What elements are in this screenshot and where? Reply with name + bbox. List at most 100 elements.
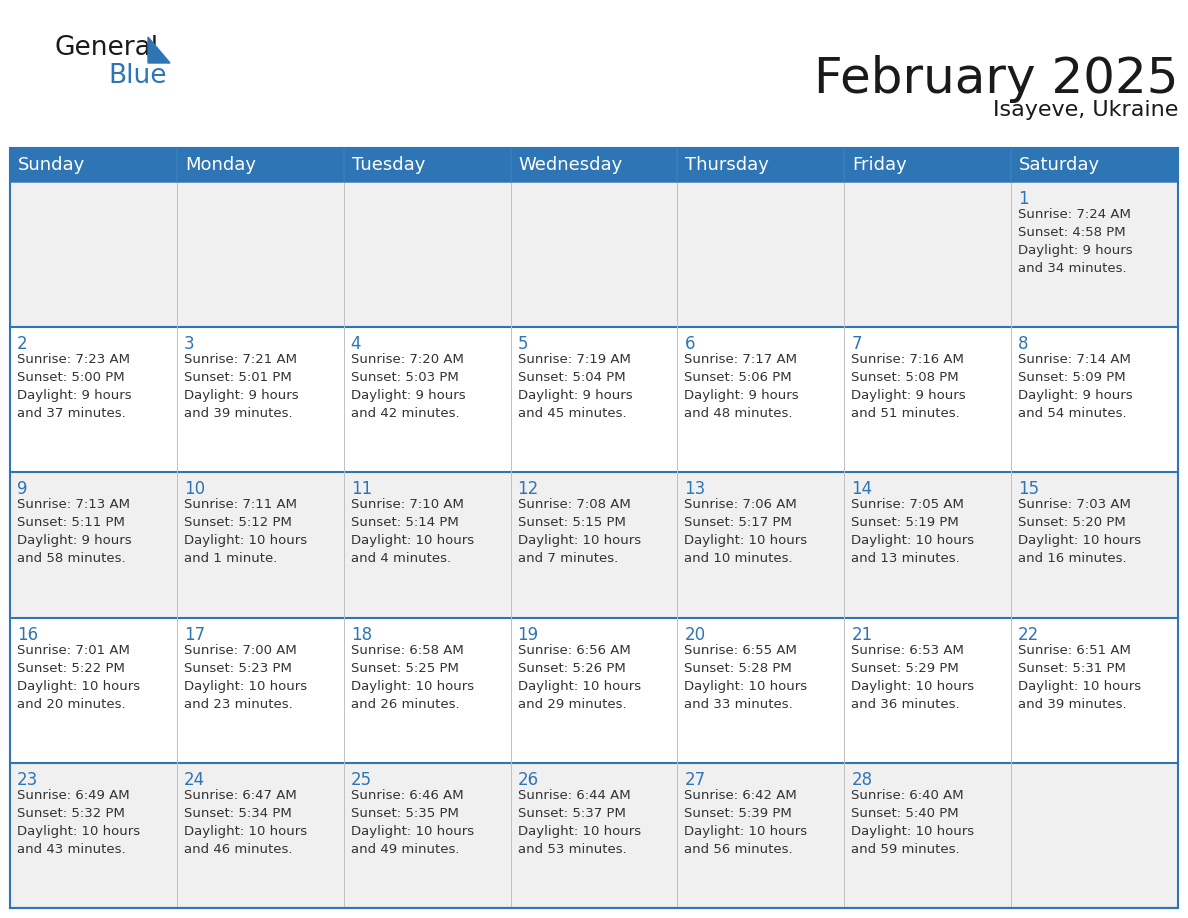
Text: General: General (55, 35, 159, 61)
Text: Sunrise: 7:10 AM
Sunset: 5:14 PM
Daylight: 10 hours
and 4 minutes.: Sunrise: 7:10 AM Sunset: 5:14 PM Dayligh… (350, 498, 474, 565)
Bar (10, 618, 177, 763)
Text: Sunrise: 7:14 AM
Sunset: 5:09 PM
Daylight: 9 hours
and 54 minutes.: Sunrise: 7:14 AM Sunset: 5:09 PM Dayligh… (1018, 353, 1133, 420)
Bar (845, 763, 1011, 908)
Text: Sunrise: 7:17 AM
Sunset: 5:06 PM
Daylight: 9 hours
and 48 minutes.: Sunrise: 7:17 AM Sunset: 5:06 PM Dayligh… (684, 353, 800, 420)
Text: February 2025: February 2025 (814, 55, 1178, 103)
Text: 7: 7 (852, 335, 861, 353)
Text: Friday: Friday (852, 156, 906, 174)
Bar (10, 763, 177, 908)
Bar (511, 182, 677, 327)
Bar (10, 182, 177, 327)
Text: Sunrise: 6:55 AM
Sunset: 5:28 PM
Daylight: 10 hours
and 33 minutes.: Sunrise: 6:55 AM Sunset: 5:28 PM Dayligh… (684, 644, 808, 711)
Bar (343, 327, 511, 473)
Text: Sunrise: 7:21 AM
Sunset: 5:01 PM
Daylight: 9 hours
and 39 minutes.: Sunrise: 7:21 AM Sunset: 5:01 PM Dayligh… (184, 353, 298, 420)
Bar (677, 182, 845, 327)
Text: 24: 24 (184, 771, 206, 789)
Text: Tuesday: Tuesday (352, 156, 425, 174)
Text: 10: 10 (184, 480, 206, 498)
Bar (343, 618, 511, 763)
Text: 11: 11 (350, 480, 372, 498)
Text: Sunrise: 7:16 AM
Sunset: 5:08 PM
Daylight: 9 hours
and 51 minutes.: Sunrise: 7:16 AM Sunset: 5:08 PM Dayligh… (852, 353, 966, 420)
Text: Thursday: Thursday (685, 156, 770, 174)
Text: Sunday: Sunday (18, 156, 86, 174)
Text: 4: 4 (350, 335, 361, 353)
Text: Sunrise: 6:47 AM
Sunset: 5:34 PM
Daylight: 10 hours
and 46 minutes.: Sunrise: 6:47 AM Sunset: 5:34 PM Dayligh… (184, 789, 307, 856)
Text: Sunrise: 7:03 AM
Sunset: 5:20 PM
Daylight: 10 hours
and 16 minutes.: Sunrise: 7:03 AM Sunset: 5:20 PM Dayligh… (1018, 498, 1142, 565)
Polygon shape (148, 37, 170, 63)
Text: 22: 22 (1018, 625, 1040, 644)
Bar (1011, 182, 1178, 327)
Bar (845, 327, 1011, 473)
Bar (1011, 763, 1178, 908)
Text: Sunrise: 6:44 AM
Sunset: 5:37 PM
Daylight: 10 hours
and 53 minutes.: Sunrise: 6:44 AM Sunset: 5:37 PM Dayligh… (518, 789, 640, 856)
Text: Sunrise: 6:58 AM
Sunset: 5:25 PM
Daylight: 10 hours
and 26 minutes.: Sunrise: 6:58 AM Sunset: 5:25 PM Dayligh… (350, 644, 474, 711)
Bar (10, 148, 1178, 182)
Text: Blue: Blue (108, 63, 166, 89)
Bar (845, 618, 1011, 763)
Bar (1011, 327, 1178, 473)
Bar (10, 473, 177, 618)
Text: 28: 28 (852, 771, 872, 789)
Bar (511, 327, 677, 473)
Bar (177, 618, 343, 763)
Text: Sunrise: 7:08 AM
Sunset: 5:15 PM
Daylight: 10 hours
and 7 minutes.: Sunrise: 7:08 AM Sunset: 5:15 PM Dayligh… (518, 498, 640, 565)
Text: Isayeve, Ukraine: Isayeve, Ukraine (993, 100, 1178, 120)
Text: Sunrise: 6:51 AM
Sunset: 5:31 PM
Daylight: 10 hours
and 39 minutes.: Sunrise: 6:51 AM Sunset: 5:31 PM Dayligh… (1018, 644, 1142, 711)
Text: Sunrise: 6:49 AM
Sunset: 5:32 PM
Daylight: 10 hours
and 43 minutes.: Sunrise: 6:49 AM Sunset: 5:32 PM Dayligh… (17, 789, 140, 856)
Text: 3: 3 (184, 335, 195, 353)
Bar (677, 473, 845, 618)
Text: Sunrise: 7:11 AM
Sunset: 5:12 PM
Daylight: 10 hours
and 1 minute.: Sunrise: 7:11 AM Sunset: 5:12 PM Dayligh… (184, 498, 307, 565)
Text: 17: 17 (184, 625, 206, 644)
Bar (177, 763, 343, 908)
Text: 20: 20 (684, 625, 706, 644)
Bar (177, 327, 343, 473)
Text: 1: 1 (1018, 190, 1029, 208)
Bar (343, 763, 511, 908)
Text: 16: 16 (17, 625, 38, 644)
Bar (677, 618, 845, 763)
Text: Sunrise: 7:06 AM
Sunset: 5:17 PM
Daylight: 10 hours
and 10 minutes.: Sunrise: 7:06 AM Sunset: 5:17 PM Dayligh… (684, 498, 808, 565)
Text: 8: 8 (1018, 335, 1029, 353)
Text: Sunrise: 6:56 AM
Sunset: 5:26 PM
Daylight: 10 hours
and 29 minutes.: Sunrise: 6:56 AM Sunset: 5:26 PM Dayligh… (518, 644, 640, 711)
Text: Wednesday: Wednesday (519, 156, 623, 174)
Text: Sunrise: 7:24 AM
Sunset: 4:58 PM
Daylight: 9 hours
and 34 minutes.: Sunrise: 7:24 AM Sunset: 4:58 PM Dayligh… (1018, 208, 1133, 275)
Bar (511, 473, 677, 618)
Text: Sunrise: 7:13 AM
Sunset: 5:11 PM
Daylight: 9 hours
and 58 minutes.: Sunrise: 7:13 AM Sunset: 5:11 PM Dayligh… (17, 498, 132, 565)
Bar (511, 763, 677, 908)
Text: 14: 14 (852, 480, 872, 498)
Text: Sunrise: 7:19 AM
Sunset: 5:04 PM
Daylight: 9 hours
and 45 minutes.: Sunrise: 7:19 AM Sunset: 5:04 PM Dayligh… (518, 353, 632, 420)
Text: 5: 5 (518, 335, 529, 353)
Text: Sunrise: 6:53 AM
Sunset: 5:29 PM
Daylight: 10 hours
and 36 minutes.: Sunrise: 6:53 AM Sunset: 5:29 PM Dayligh… (852, 644, 974, 711)
Bar (677, 327, 845, 473)
Text: Monday: Monday (185, 156, 255, 174)
Text: Sunrise: 7:05 AM
Sunset: 5:19 PM
Daylight: 10 hours
and 13 minutes.: Sunrise: 7:05 AM Sunset: 5:19 PM Dayligh… (852, 498, 974, 565)
Text: 25: 25 (350, 771, 372, 789)
Text: 6: 6 (684, 335, 695, 353)
Text: 26: 26 (518, 771, 538, 789)
Text: Sunrise: 7:00 AM
Sunset: 5:23 PM
Daylight: 10 hours
and 23 minutes.: Sunrise: 7:00 AM Sunset: 5:23 PM Dayligh… (184, 644, 307, 711)
Bar (10, 148, 1178, 908)
Bar (845, 473, 1011, 618)
Text: Sunrise: 7:20 AM
Sunset: 5:03 PM
Daylight: 9 hours
and 42 minutes.: Sunrise: 7:20 AM Sunset: 5:03 PM Dayligh… (350, 353, 466, 420)
Bar (343, 182, 511, 327)
Bar (677, 763, 845, 908)
Text: Sunrise: 7:23 AM
Sunset: 5:00 PM
Daylight: 9 hours
and 37 minutes.: Sunrise: 7:23 AM Sunset: 5:00 PM Dayligh… (17, 353, 132, 420)
Bar (1011, 618, 1178, 763)
Text: 12: 12 (518, 480, 539, 498)
Bar (343, 473, 511, 618)
Text: 23: 23 (17, 771, 38, 789)
Text: 9: 9 (17, 480, 27, 498)
Bar (10, 327, 177, 473)
Text: Sunrise: 6:40 AM
Sunset: 5:40 PM
Daylight: 10 hours
and 59 minutes.: Sunrise: 6:40 AM Sunset: 5:40 PM Dayligh… (852, 789, 974, 856)
Bar (177, 473, 343, 618)
Bar (177, 182, 343, 327)
Text: 19: 19 (518, 625, 538, 644)
Text: 18: 18 (350, 625, 372, 644)
Bar (1011, 473, 1178, 618)
Text: Sunrise: 7:01 AM
Sunset: 5:22 PM
Daylight: 10 hours
and 20 minutes.: Sunrise: 7:01 AM Sunset: 5:22 PM Dayligh… (17, 644, 140, 711)
Text: 13: 13 (684, 480, 706, 498)
Text: 21: 21 (852, 625, 872, 644)
Text: Sunrise: 6:46 AM
Sunset: 5:35 PM
Daylight: 10 hours
and 49 minutes.: Sunrise: 6:46 AM Sunset: 5:35 PM Dayligh… (350, 789, 474, 856)
Text: 2: 2 (17, 335, 27, 353)
Text: Saturday: Saturday (1019, 156, 1100, 174)
